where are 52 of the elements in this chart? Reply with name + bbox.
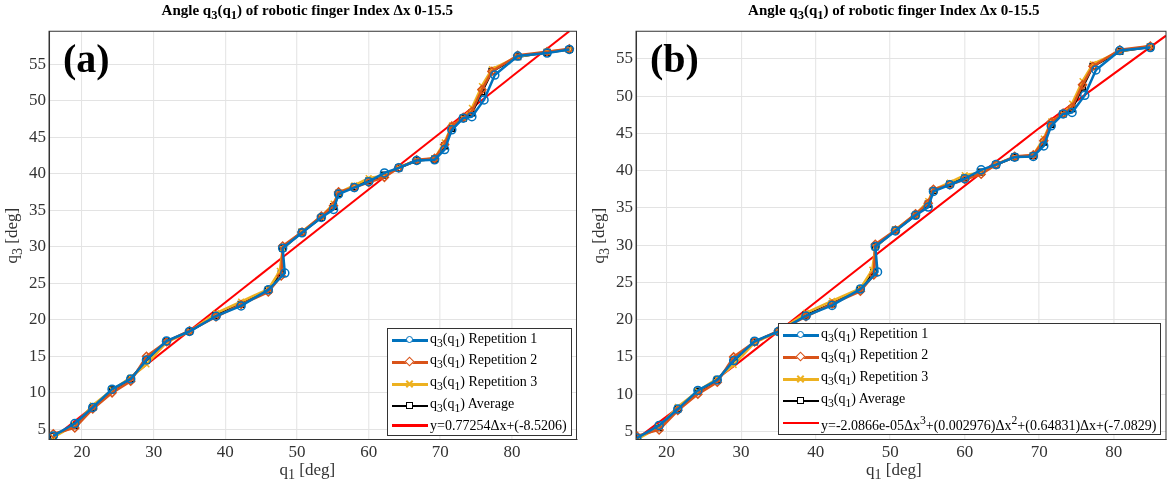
y-tick-label: 35 <box>29 199 47 219</box>
x-tick-label: 20 <box>657 442 675 462</box>
y-tick-label: 5 <box>624 420 633 440</box>
x-tick-label: 20 <box>73 442 91 462</box>
legend-label: q$_{3}$(q$_{1}$) Repetition 3 <box>821 368 929 390</box>
y-tick-label: 30 <box>29 236 47 256</box>
chart-title: Angle q$_{3}$(q$_{1}$) of robotic finger Index Δx 0-15.5 <box>160 2 454 23</box>
y-tick-label: 20 <box>615 309 633 329</box>
x-tick-label: 70 <box>431 442 449 462</box>
y-tick-label: 5 <box>37 418 47 438</box>
y-tick-label: 40 <box>29 163 47 183</box>
x-tick-label: 50 <box>881 442 899 462</box>
x-tick-label: 40 <box>216 442 234 462</box>
y-tick-label: 10 <box>615 383 633 403</box>
y-tick-label: 30 <box>615 234 633 254</box>
legend-label: y=0.77254Δx+(-8.5206) <box>430 416 567 434</box>
annotation: (a) <box>63 35 110 81</box>
x-tick-label: 40 <box>806 442 824 462</box>
x-tick-label: 60 <box>360 442 378 462</box>
legend-label: q$_{3}$(q$_{1}$) Repetition 1 <box>821 324 929 347</box>
legend-label: q$_{3}$(q$_{1}$) Repetition 2 <box>430 351 538 374</box>
x-tick-label: 70 <box>1030 442 1048 462</box>
y-tick-label: 35 <box>615 197 633 217</box>
y-tick-label: 25 <box>29 272 47 292</box>
annotation: (b) <box>649 35 699 81</box>
y-tick-label: 10 <box>29 382 47 402</box>
x-tick-label: 50 <box>288 442 306 462</box>
y-tick-label: 40 <box>615 160 633 180</box>
x-tick-label: 60 <box>955 442 973 462</box>
legend-label: y=-2.0866e-05Δx$^{3}$+(0.002976)Δx$^{2}$+(0.64831)Δx+(-7.0829) <box>821 412 1157 434</box>
legend-label: q$_{3}$(q$_{1}$) Repetition 3 <box>430 373 538 395</box>
x-tick-label: 80 <box>1104 442 1122 462</box>
y-tick-label: 20 <box>29 309 47 329</box>
legend-label: q$_{3}$(q$_{1}$) Repetition 1 <box>430 329 538 352</box>
y-tick-label: 25 <box>615 271 633 291</box>
x-tick-label: 30 <box>732 442 750 462</box>
y-tick-label: 15 <box>615 346 633 366</box>
y-tick-label: 55 <box>29 53 47 73</box>
y-tick-label: 55 <box>615 48 633 68</box>
x-tick-label: 80 <box>503 442 521 462</box>
y-tick-label: 15 <box>29 345 47 365</box>
y-tick-label: 45 <box>29 126 47 146</box>
x-axis-title: q$_{1}$ [deg] <box>278 459 337 483</box>
legend-label: q$_{3}$(q$_{1}$) Average <box>821 390 906 412</box>
legend-label: q$_{3}$(q$_{1}$) Average <box>430 395 515 417</box>
x-axis-title: q$_{1}$ [deg] <box>864 459 923 483</box>
x-tick-label: 30 <box>145 442 163 462</box>
y-tick-label: 45 <box>615 122 633 142</box>
chart-title: Angle q$_{3}$(q$_{1}$) of robotic finger Index Δx 0-15.5 <box>747 2 1041 23</box>
legend-label: q$_{3}$(q$_{1}$) Repetition 2 <box>821 346 929 369</box>
y-tick-label: 50 <box>615 85 633 105</box>
y-tick-label: 50 <box>29 90 47 110</box>
